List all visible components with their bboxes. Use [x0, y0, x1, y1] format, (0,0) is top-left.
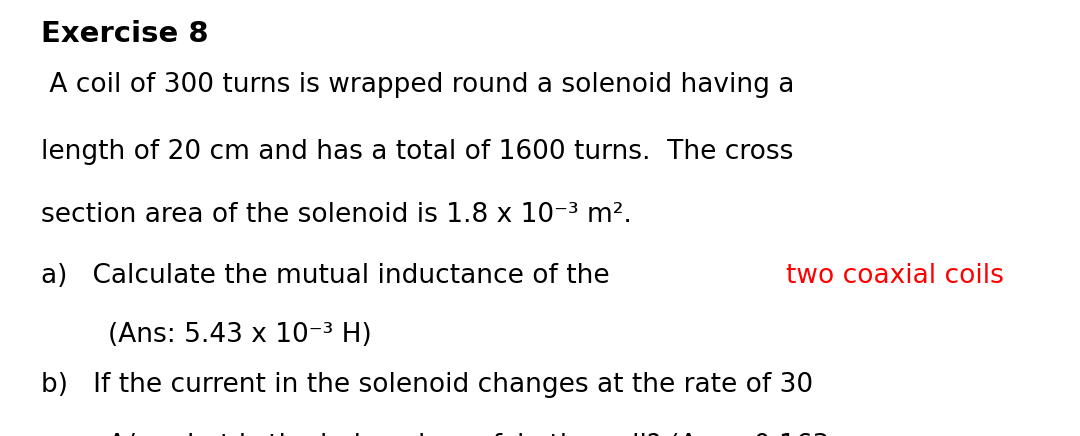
Text: Exercise 8: Exercise 8 — [41, 20, 208, 48]
Text: A coil of 300 turns is wrapped round a solenoid having a: A coil of 300 turns is wrapped round a s… — [41, 72, 795, 98]
Text: (Ans: 5.43 x 10⁻³ H): (Ans: 5.43 x 10⁻³ H) — [108, 322, 372, 348]
Text: b)   If the current in the solenoid changes at the rate of 30: b) If the current in the solenoid change… — [41, 372, 813, 399]
Text: A/s, what is the induced e.m.f. in the coil? (Ans : 0.163: A/s, what is the induced e.m.f. in the c… — [108, 433, 829, 436]
Text: section area of the solenoid is 1.8 x 10⁻³ m².: section area of the solenoid is 1.8 x 10… — [41, 202, 632, 228]
Text: a)   Calculate the mutual inductance of the: a) Calculate the mutual inductance of th… — [41, 263, 618, 290]
Text: two coaxial coils: two coaxial coils — [785, 263, 1003, 290]
Text: length of 20 cm and has a total of 1600 turns.  The cross: length of 20 cm and has a total of 1600 … — [41, 139, 794, 165]
